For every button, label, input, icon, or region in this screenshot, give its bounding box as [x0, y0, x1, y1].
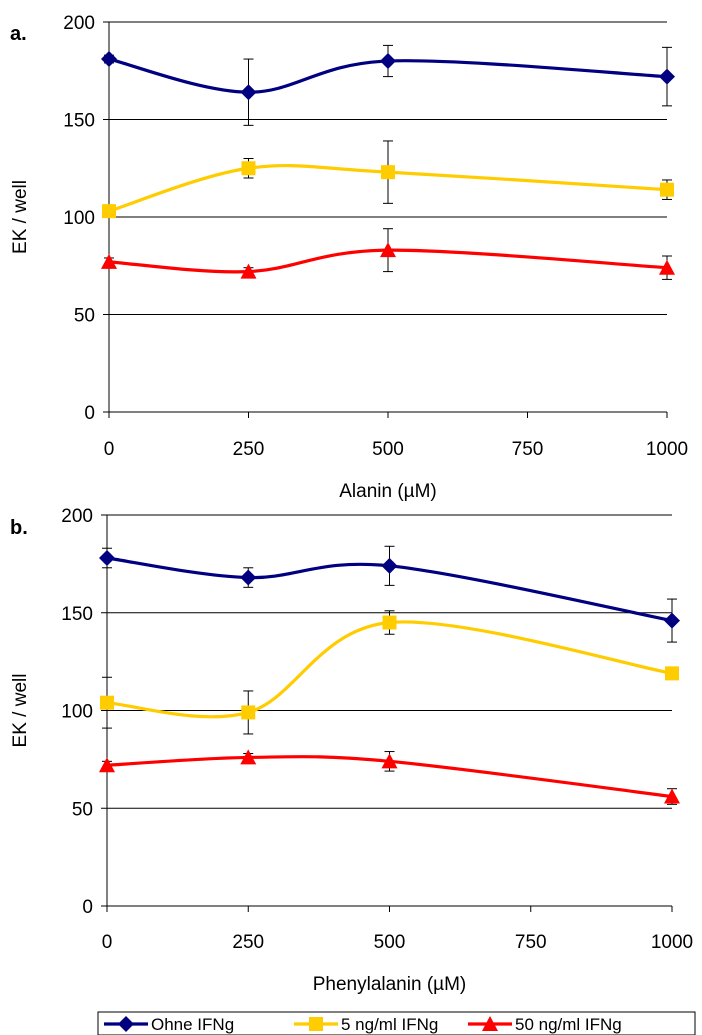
- data-point: [240, 749, 257, 765]
- data-point: [241, 705, 256, 720]
- y-tick-label: 200: [61, 506, 93, 527]
- y-axis-title: EK / well: [10, 180, 31, 254]
- x-tick-label: 500: [374, 932, 406, 953]
- legend: Ohne IFNg 5 ng/ml IFNg 50 ng/ml IFNg: [97, 1011, 696, 1035]
- series-1: [99, 545, 680, 643]
- legend-marker: [482, 1016, 498, 1031]
- data-point: [99, 757, 115, 773]
- legend-label: 5 ng/ml IFNg: [341, 1015, 438, 1034]
- x-axis-title: Phenylalanin (µM): [313, 974, 467, 995]
- y-axis-title: EK / well: [10, 674, 31, 748]
- data-point: [381, 753, 398, 769]
- y-tick-label: 0: [82, 897, 93, 918]
- legend-label: Ohne IFNg: [151, 1015, 234, 1034]
- data-point: [381, 557, 398, 574]
- data-point: [382, 615, 397, 630]
- series-3: [99, 749, 680, 805]
- data-point: [659, 259, 675, 275]
- series-2: [100, 610, 679, 735]
- data-point: [101, 51, 117, 68]
- y-tick-label: 150: [61, 604, 93, 625]
- data-point: [380, 242, 396, 258]
- chart-panel-b: 0 50 100 150 200 0 250 500 750 1000 Phenylalanin (…: [10, 506, 693, 995]
- data-point: [381, 165, 395, 180]
- chart-panel-a: 0 50 100 150 200 0 250 500 750 1000 Alanin (µM) EK …: [10, 13, 688, 502]
- data-point: [659, 68, 675, 85]
- data-point: [380, 53, 396, 69]
- data-point: [99, 550, 115, 567]
- x-tick-label: 0: [102, 932, 113, 953]
- panel-label: a.: [10, 23, 27, 45]
- y-tick-label: 0: [84, 403, 95, 424]
- y-tick-label: 50: [74, 306, 95, 327]
- panel-label: b.: [10, 517, 28, 539]
- series-line: [108, 57, 668, 94]
- series-line: [108, 163, 668, 213]
- data-point: [240, 84, 257, 101]
- y-tick-label: 100: [61, 702, 93, 723]
- legend-marker: [309, 1017, 323, 1031]
- x-tick-label: 0: [104, 439, 115, 460]
- x-tick-label: 750: [512, 439, 544, 460]
- legend-label: 50 ng/ml IFNg: [515, 1015, 622, 1034]
- data-point: [241, 161, 256, 176]
- legend-marker: [118, 1016, 134, 1032]
- data-point: [240, 263, 257, 279]
- x-tick-label: 250: [233, 439, 265, 460]
- x-tick-label: 1000: [651, 932, 693, 953]
- series-2: [102, 140, 674, 219]
- x-tick-label: 1000: [646, 439, 688, 460]
- y-tick-label: 100: [63, 208, 95, 229]
- y-tick-label: 200: [63, 13, 95, 34]
- x-tick-label: 250: [232, 932, 264, 953]
- legend-item-1: Ohne IFNg: [104, 1015, 234, 1034]
- x-axis-title: Alanin (µM): [339, 481, 437, 502]
- data-point: [660, 182, 674, 197]
- series-line: [106, 620, 673, 719]
- x-tick-label: 500: [372, 439, 404, 460]
- series-line: [106, 556, 673, 623]
- series-3: [101, 228, 675, 280]
- series-line: [108, 248, 668, 274]
- x-tick-label: 750: [515, 932, 547, 953]
- data-point: [664, 612, 680, 629]
- data-point: [102, 204, 116, 219]
- data-point: [100, 695, 114, 710]
- series-1: [101, 44, 675, 126]
- legend-item-2: 5 ng/ml IFNg: [294, 1015, 438, 1034]
- series-line: [106, 755, 673, 799]
- legend-item-3: 50 ng/ml IFNg: [468, 1015, 622, 1034]
- legend-box: [97, 1011, 696, 1035]
- data-point: [240, 569, 257, 586]
- y-tick-label: 150: [63, 111, 95, 132]
- data-point: [664, 788, 680, 804]
- y-tick-label: 50: [72, 799, 93, 820]
- data-point: [665, 666, 679, 681]
- data-point: [101, 253, 117, 269]
